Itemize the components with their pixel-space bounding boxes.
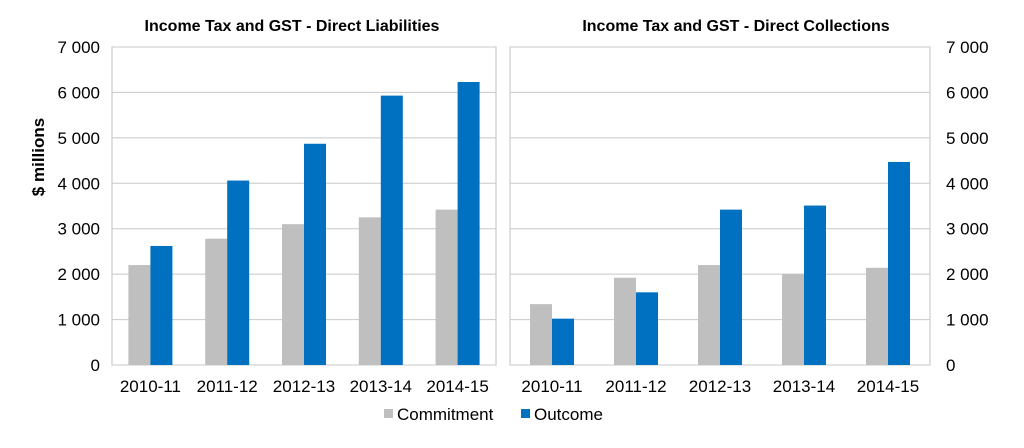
left-y-tick-label: 2 000 xyxy=(57,265,100,284)
left-y-tick-label: 4 000 xyxy=(57,174,100,193)
right-bar-outcome-2014-15 xyxy=(888,161,910,365)
legend-swatch-outcome xyxy=(521,409,530,418)
right-y-tick-label: 5 000 xyxy=(946,129,989,148)
right-bar-commitment-2012-13 xyxy=(698,265,720,365)
right-bar-outcome-2010-11 xyxy=(552,318,574,365)
right-x-tick-label: 2010-11 xyxy=(521,377,582,396)
right-bar-commitment-2013-14 xyxy=(782,274,804,365)
left-bar-outcome-2014-15 xyxy=(457,81,480,365)
right-bar-outcome-2013-14 xyxy=(804,205,826,365)
left-bar-commitment-2011-12 xyxy=(205,238,228,365)
left-bar-commitment-2010-11 xyxy=(128,265,151,365)
left-bar-outcome-2011-12 xyxy=(227,180,250,365)
right-bar-outcome-2012-13 xyxy=(720,209,742,365)
left-bar-commitment-2013-14 xyxy=(358,217,381,365)
left-bar-commitment-2014-15 xyxy=(435,209,458,365)
legend-label-outcome: Outcome xyxy=(534,405,603,424)
right-y-tick-label: 6 000 xyxy=(946,83,989,102)
left-bar-outcome-2013-14 xyxy=(380,95,403,365)
left-y-tick-label: 6 000 xyxy=(57,83,100,102)
left-bar-commitment-2012-13 xyxy=(282,224,304,365)
right-y-tick-label: 2 000 xyxy=(946,265,989,284)
left-y-tick-label: 7 000 xyxy=(57,38,100,57)
left-y-axis-label: $ millions xyxy=(29,118,48,196)
right-y-tick-label: 0 xyxy=(946,356,955,375)
left-y-tick-label: 1 000 xyxy=(57,311,100,330)
left-chart-panel: 0 1 000 2 000 3 000 4 000 5 000 6 000 7 000 2010… xyxy=(57,38,497,396)
left-y-tick-label: 3 000 xyxy=(57,220,100,239)
right-y-tick-label: 3 000 xyxy=(946,220,989,239)
right-x-tick-label: 2011-12 xyxy=(605,377,666,396)
left-x-tick-label: 2013-14 xyxy=(350,377,412,396)
left-y-tick-label: 0 xyxy=(91,356,100,375)
right-x-tick-label: 2014-15 xyxy=(857,377,919,396)
right-bar-commitment-2010-11 xyxy=(530,304,552,365)
right-bar-outcome-2011-12 xyxy=(636,292,658,365)
left-chart-title: Income Tax and GST - Direct Liabilities xyxy=(145,18,440,35)
right-chart-title: Income Tax and GST - Direct Collections xyxy=(582,18,889,35)
right-x-tick-label: 2013-14 xyxy=(773,377,835,396)
right-y-tick-label: 7 000 xyxy=(946,38,989,57)
right-y-tick-label: 1 000 xyxy=(946,311,989,330)
left-x-tick-label: 2012-13 xyxy=(273,377,335,396)
left-y-tick-label: 5 000 xyxy=(57,129,100,148)
right-y-tick-label: 4 000 xyxy=(946,174,989,193)
right-bar-commitment-2014-15 xyxy=(866,267,888,365)
legend-label-commitment: Commitment xyxy=(397,405,494,424)
right-bar-commitment-2011-12 xyxy=(614,277,636,365)
left-bar-outcome-2010-11 xyxy=(150,245,173,365)
right-chart-panel: 0 1 000 2 000 3 000 4 000 5 000 6 000 7 000 2010… xyxy=(509,38,989,396)
left-bar-outcome-2012-13 xyxy=(304,143,326,365)
left-x-tick-label: 2014-15 xyxy=(426,377,488,396)
left-x-tick-label: 2011-12 xyxy=(197,377,258,396)
right-x-tick-label: 2012-13 xyxy=(689,377,751,396)
left-x-tick-label: 2010-11 xyxy=(120,377,181,396)
legend-swatch-commitment xyxy=(384,409,393,418)
legend: Commitment Outcome xyxy=(384,405,603,424)
